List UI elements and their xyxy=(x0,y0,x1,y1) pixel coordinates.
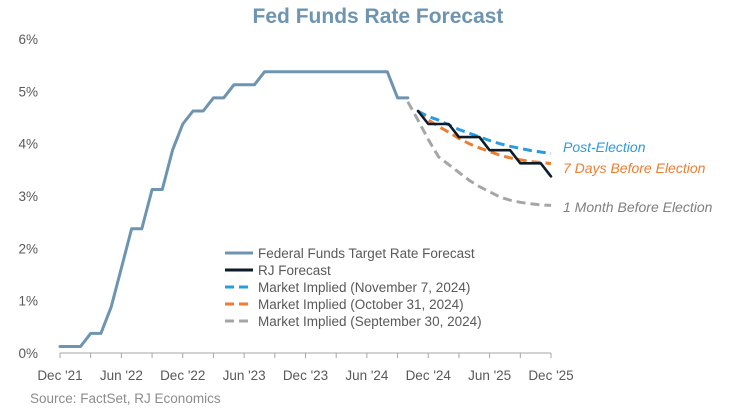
legend: Federal Funds Target Rate Forecast RJ For… xyxy=(225,246,482,329)
y-tick-label: 1% xyxy=(18,294,38,309)
source-note: Source: FactSet, RJ Economics xyxy=(30,391,221,406)
series-layer xyxy=(58,70,553,348)
y-tick-label: 5% xyxy=(18,84,38,99)
x-tick-label: Dec '21 xyxy=(37,368,82,383)
series-line-3 xyxy=(417,110,552,166)
chart-title: Fed Funds Rate Forecast xyxy=(253,5,504,28)
series-annotation: 1 Month Before Election xyxy=(563,199,713,215)
x-tick-label: Dec '22 xyxy=(160,368,205,383)
x-tick-label: Jun '23 xyxy=(223,368,266,383)
series-line-4 xyxy=(406,101,552,207)
series-annotation: Post-Election xyxy=(563,139,646,155)
y-tick-label: 4% xyxy=(18,137,38,152)
legend-label: Market Implied (November 7, 2024) xyxy=(258,280,470,295)
x-tick-label: Jun '25 xyxy=(468,368,511,383)
x-tick-label: Jun '24 xyxy=(345,368,389,383)
x-tick-label: Jun '22 xyxy=(100,368,143,383)
legend-label: Market Implied (October 31, 2024) xyxy=(258,297,464,312)
y-tick-label: 3% xyxy=(18,189,38,204)
legend-label: Market Implied (September 30, 2024) xyxy=(258,314,482,329)
x-tick-label: Dec '25 xyxy=(528,368,573,383)
legend-label: Federal Funds Target Rate Forecast xyxy=(258,246,475,261)
series-line-2 xyxy=(417,109,552,156)
y-tick-label: 2% xyxy=(18,241,38,256)
series-line-1 xyxy=(416,109,553,178)
y-tick-label: 6% xyxy=(18,32,38,47)
x-tick-label: Dec '24 xyxy=(406,368,452,383)
x-tick-label: Dec '23 xyxy=(283,368,328,383)
series-line-0 xyxy=(58,70,410,348)
series-annotation: 7 Days Before Election xyxy=(563,160,706,176)
annotations: Post-Election 7 Days Before Election 1 Mon… xyxy=(563,139,713,215)
legend-label: RJ Forecast xyxy=(258,263,331,278)
y-tick-label: 0% xyxy=(18,346,38,361)
y-axis-ticks: 0% 1% 2% 3% 4% 5% 6% xyxy=(18,32,38,361)
x-axis: Dec '21 Jun '22 Dec '22 Jun '23 Dec '23 Jun '… xyxy=(37,352,574,383)
